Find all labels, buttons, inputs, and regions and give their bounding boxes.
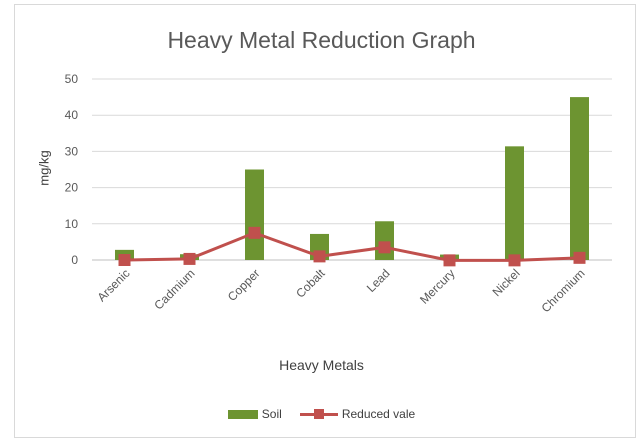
marker-lead: [378, 241, 391, 254]
x-tick-labels: Arsenic Cadmium Copper Cobalt Lead Mercury Nic…: [94, 266, 587, 316]
marker-copper: [248, 226, 261, 239]
y-tick-labels: 0 10 20 30 40 50: [65, 72, 79, 267]
bar-copper: [245, 169, 264, 260]
y-tick-label: 10: [65, 217, 79, 231]
x-tick-label: Cadmium: [151, 266, 197, 312]
marker-cadmium: [183, 252, 196, 265]
bar-nickel: [505, 146, 524, 260]
chart-title: Heavy Metal Reduction Graph: [167, 27, 476, 53]
y-tick-label: 30: [65, 144, 79, 158]
bar-lead: [375, 221, 394, 260]
legend-item-reduced: Reduced vale: [299, 407, 416, 421]
legend-reduced-swatch: [299, 409, 338, 419]
reduced-value-line: [118, 226, 586, 267]
legend: Soil Reduced vale: [0, 407, 643, 421]
legend-item-soil: Soil: [227, 407, 282, 421]
y-tick-label: 20: [65, 181, 79, 195]
marker-nickel: [508, 254, 521, 267]
legend-reduced-label: Reduced vale: [341, 407, 416, 421]
legend-soil-swatch: [227, 409, 258, 419]
marker-chromium: [573, 251, 586, 264]
x-tick-label: Mercury: [417, 266, 458, 307]
x-tick-label: Chromium: [539, 266, 588, 315]
x-tick-label: Cobalt: [293, 266, 328, 301]
x-tick-label: Nickel: [490, 266, 523, 299]
x-tick-label: Lead: [364, 266, 393, 295]
bar-chromium: [570, 97, 589, 260]
legend-square-marker: [313, 409, 324, 419]
y-tick-label: 40: [65, 108, 79, 122]
chart-frame: [14, 4, 636, 438]
y-tick-label: 50: [65, 72, 79, 86]
gridlines: [92, 78, 612, 261]
x-axis-label: Heavy Metals: [279, 357, 364, 373]
legend-soil-label: Soil: [261, 407, 282, 421]
soil-bars: [115, 97, 589, 260]
marker-mercury: [443, 254, 456, 267]
marker-cobalt: [313, 250, 326, 263]
y-tick-label: 0: [71, 253, 78, 267]
marker-arsenic: [118, 254, 131, 266]
x-tick-label: Copper: [225, 266, 263, 304]
x-tick-label: Arsenic: [94, 266, 132, 304]
reduced-line-path: [124, 231, 580, 262]
